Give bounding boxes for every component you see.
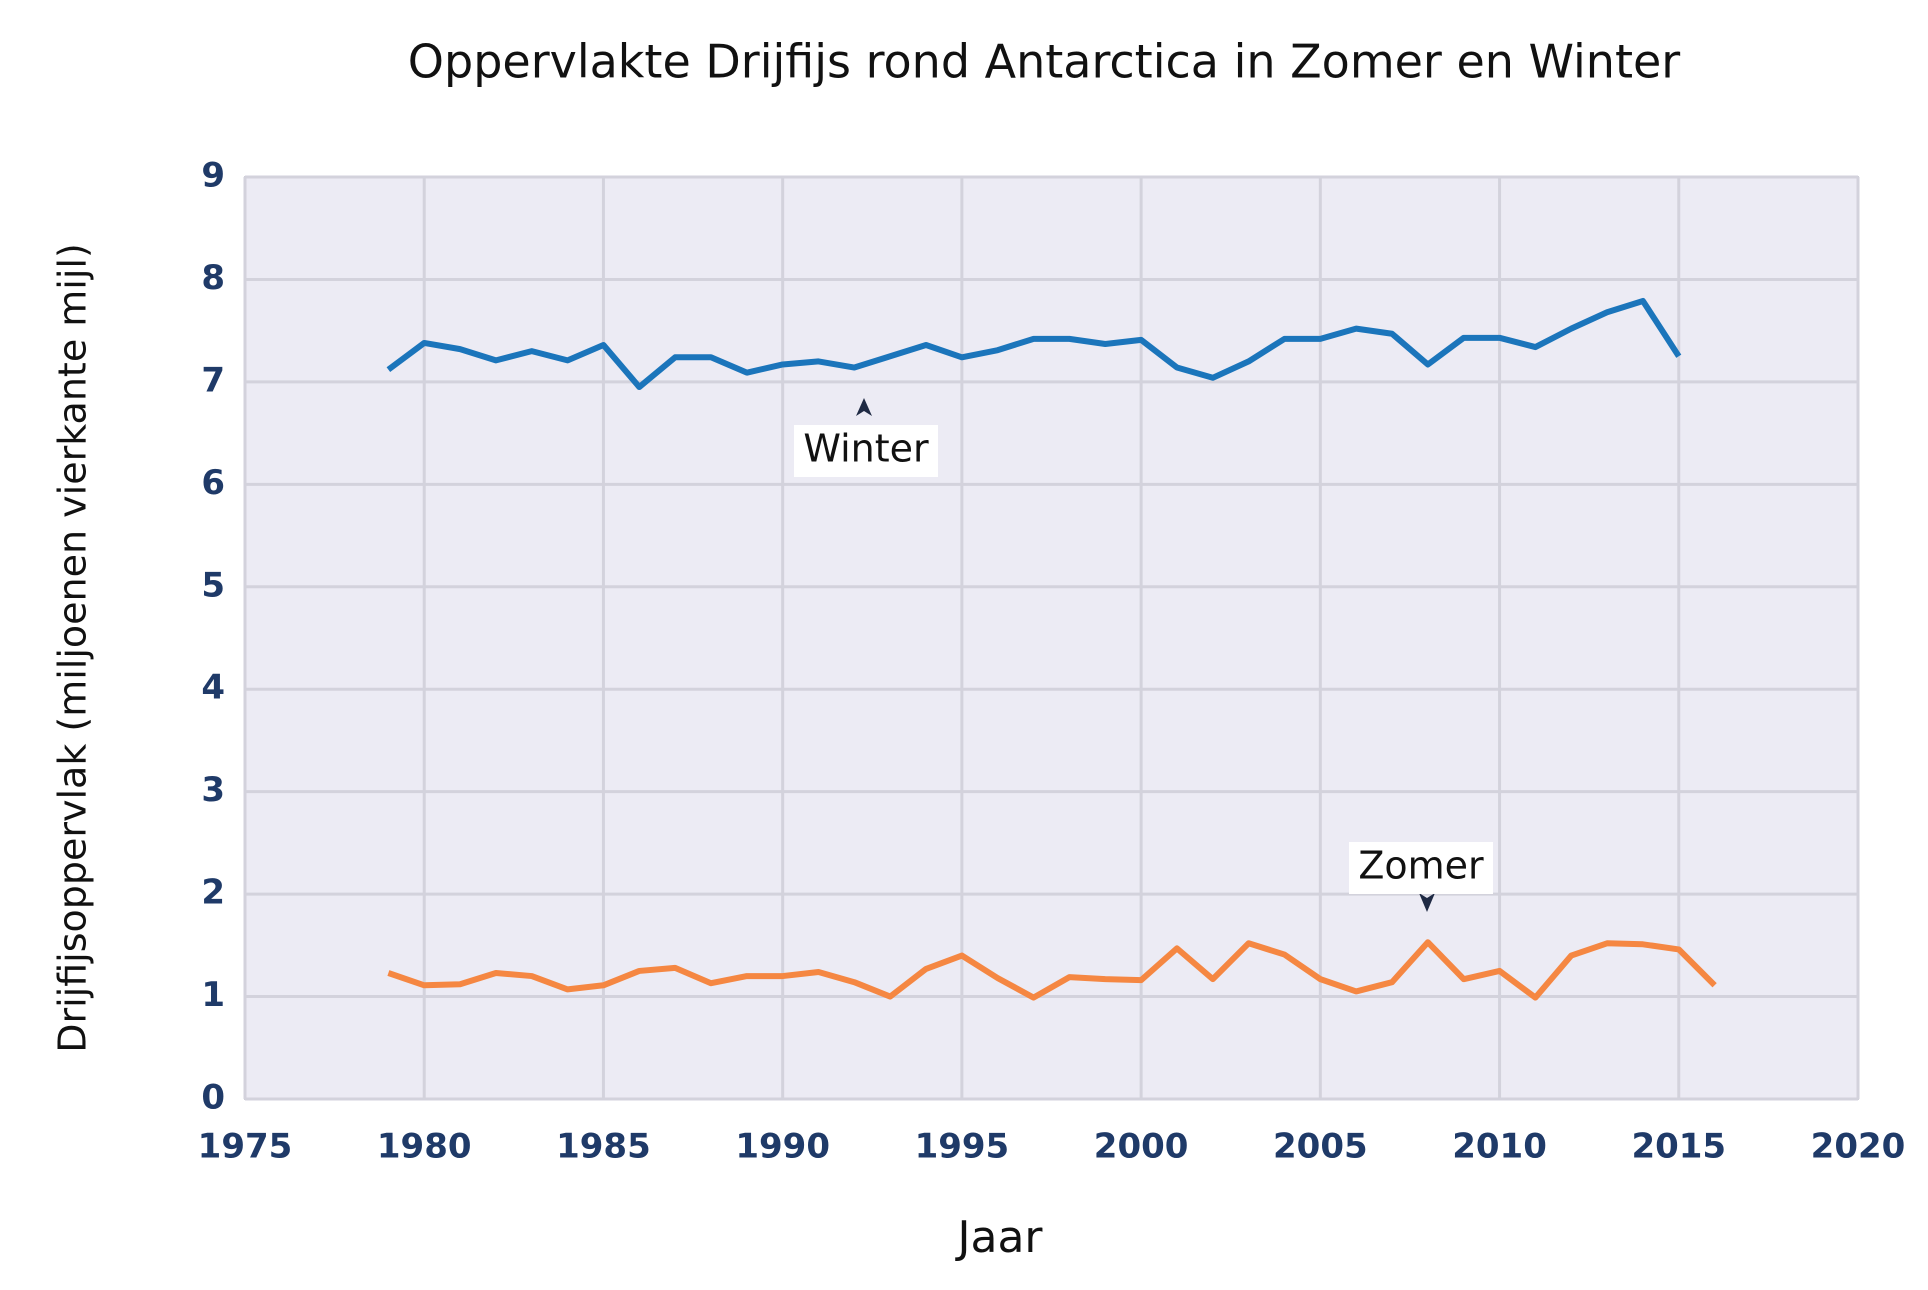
- annotation: Winter: [803, 427, 929, 471]
- series-line: [386, 297, 1682, 391]
- annotation: Zomer: [1358, 844, 1484, 888]
- y-tick-label: 2: [201, 873, 225, 913]
- x-tick-label: 2020: [1811, 1127, 1906, 1167]
- annotations: Winter Zomer: [794, 398, 1493, 912]
- arrow: [1419, 893, 1435, 912]
- x-tick-label: 1980: [377, 1127, 472, 1167]
- grid: 0 1 2 3 4 5 6 7 8 9 1975 1980 1985 1990 1995 2000 2005 20…: [198, 156, 1906, 1167]
- x-tick-label: 1995: [915, 1127, 1010, 1167]
- x-tick-label: 2000: [1094, 1127, 1189, 1167]
- series-line: [387, 939, 1717, 1001]
- y-tick-label: 3: [201, 770, 225, 810]
- y-tick-label: 9: [201, 156, 225, 196]
- plot-area: [244, 176, 1859, 1100]
- chart-title: Oppervlakte Drijfijs rond Antarctica in …: [408, 35, 1681, 89]
- arrow: [856, 398, 872, 416]
- y-tick-label: 4: [201, 668, 225, 708]
- y-tick-label: 6: [201, 463, 225, 503]
- y-tick-label: 8: [201, 258, 225, 298]
- y-tick-label: 0: [201, 1078, 225, 1118]
- x-tick-label: 1990: [735, 1127, 830, 1167]
- annotation-bg: [1349, 842, 1493, 894]
- annotation-bg: [794, 425, 938, 477]
- y-tick-label: 7: [201, 360, 225, 400]
- y-tick-label: 5: [201, 565, 225, 605]
- lines: [386, 297, 1717, 1001]
- x-axis-label: Jaar: [955, 1212, 1044, 1263]
- y-axis-label: Drijfijsoppervlak (miljoenen vierkante m…: [51, 243, 95, 1053]
- x-tick-label: 2015: [1631, 1127, 1726, 1167]
- y-tick-label: 1: [201, 975, 225, 1015]
- x-tick-label: 2005: [1273, 1127, 1368, 1167]
- x-tick-label: 1985: [556, 1127, 651, 1167]
- x-tick-label: 2010: [1452, 1127, 1547, 1167]
- x-tick-label: 1975: [198, 1127, 293, 1167]
